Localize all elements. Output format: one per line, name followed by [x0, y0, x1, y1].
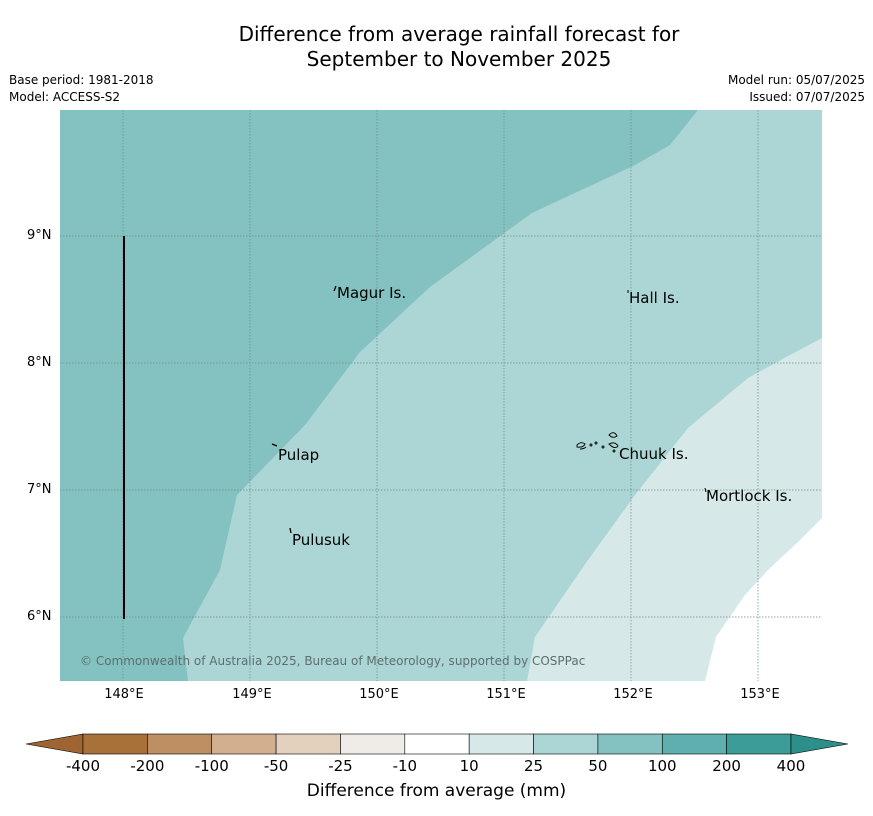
lon-label-149e: 149°E — [232, 687, 272, 702]
lat-label-9n: 9°N — [27, 228, 52, 243]
place-pulap: Pulap — [278, 446, 320, 464]
model-run: Model run: 05/07/2025 — [727, 73, 865, 87]
pulusuk-island-shape — [289, 527, 292, 534]
chuuk-islands-shape — [576, 432, 619, 453]
colorbar-tick-label: 200 — [712, 757, 741, 775]
colorbar-tick-label: 400 — [776, 757, 806, 775]
copyright-notice: © Commonwealth of Australia 2025, Bureau… — [80, 654, 586, 668]
lon-label-153e: 153°E — [740, 687, 780, 702]
title-line-1: Difference from average rainfall forecas… — [238, 22, 680, 46]
colorbar-tick-label: 10 — [459, 757, 479, 775]
colorbar-tick-label: 25 — [523, 757, 544, 775]
meta-left: Base period: 1981-2018 Model: ACCESS-S2 — [9, 72, 154, 106]
meta-right: Model run: 05/07/2025 Issued: 07/07/2025 — [728, 72, 865, 106]
zone-neutral — [705, 518, 822, 681]
lat-label-7n: 7°N — [27, 482, 52, 497]
model-name: Model: ACCESS-S2 — [9, 90, 121, 104]
place-mortlock: Mortlock Is. — [706, 487, 793, 505]
colorbar-tick-label: -400 — [65, 757, 101, 775]
colorbar-tick-label: -50 — [263, 757, 289, 775]
colorbar-label: Difference from average (mm) — [306, 781, 567, 801]
lat-label-6n: 6°N — [27, 609, 52, 624]
magur-island-shape — [333, 285, 337, 292]
colorbar-tick-label: -10 — [392, 757, 418, 775]
gridlines — [60, 110, 822, 681]
lon-label-151e: 151°E — [486, 687, 526, 702]
zone-50-100 — [60, 110, 698, 681]
place-magur: Magur Is. — [337, 284, 407, 302]
title-line-2: September to November 2025 — [306, 47, 612, 71]
pulap-island-shape — [271, 443, 278, 447]
colorbar-tick-label: -100 — [194, 757, 229, 775]
lon-label-150e: 150°E — [359, 687, 399, 702]
place-pulusuk: Pulusuk — [292, 531, 350, 549]
colorbar-tick-label: -25 — [328, 757, 353, 775]
issued-date: Issued: 07/07/2025 — [749, 90, 865, 104]
colorbar-tick-label: 100 — [647, 757, 677, 775]
lat-label-8n: 8°N — [27, 355, 52, 370]
lon-label-152e: 152°E — [613, 687, 653, 702]
place-chuuk: Chuuk Is. — [619, 445, 689, 463]
lon-label-148e: 148°E — [104, 687, 144, 702]
colorbar-tick-label: 50 — [588, 757, 608, 775]
map-title: Difference from average rainfall forecas… — [0, 22, 873, 72]
mortlock-island-shape — [704, 487, 707, 493]
colorbar-tick-label: -200 — [130, 757, 165, 775]
place-hall: Hall Is. — [629, 289, 680, 307]
base-period: Base period: 1981-2018 — [9, 73, 154, 87]
